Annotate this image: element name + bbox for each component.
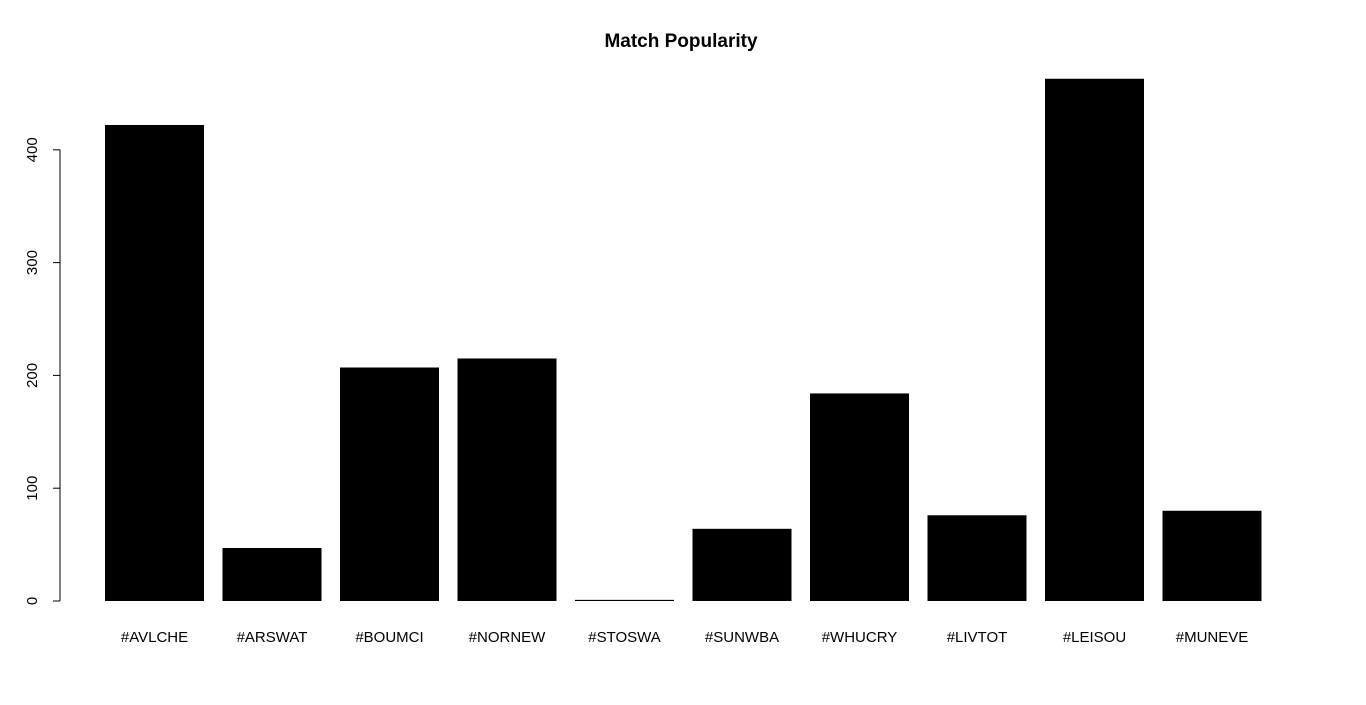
bar <box>810 393 909 601</box>
bar <box>1045 78 1144 601</box>
category-labels: #AVLCHE #ARSWAT #BOUMCI #NORNEW #STOSWA #SUNW… <box>121 629 1248 646</box>
bar <box>222 547 322 601</box>
bar <box>692 528 792 601</box>
bar <box>340 367 439 601</box>
bar <box>927 515 1027 601</box>
x-category-label: #AVLCHE <box>121 629 188 646</box>
y-tick-label: 100 <box>24 476 41 501</box>
y-tick-label: 400 <box>24 137 41 162</box>
x-category-label: #LEISOU <box>1063 629 1126 646</box>
bar <box>105 124 204 601</box>
x-category-label: #SUNWBA <box>705 629 779 646</box>
x-category-label: #NORNEW <box>469 629 547 646</box>
bars-group <box>105 78 1262 601</box>
bar <box>1162 510 1262 601</box>
x-category-label: #STOSWA <box>588 629 661 646</box>
x-category-label: #BOUMCI <box>355 629 423 646</box>
y-tick-label: 200 <box>24 363 41 388</box>
bar <box>575 599 674 601</box>
x-category-label: #LIVTOT <box>947 629 1008 646</box>
x-category-label: #WHUCRY <box>822 629 898 646</box>
y-tick-label: 0 <box>24 597 41 605</box>
y-axis: 0 100 200 300 400 <box>24 137 61 605</box>
x-category-label: #ARSWAT <box>237 629 308 646</box>
y-tick-label: 300 <box>24 250 41 275</box>
bar <box>457 358 557 601</box>
x-category-label: #MUNEVE <box>1176 629 1249 646</box>
chart-title: Match Popularity <box>604 31 758 52</box>
